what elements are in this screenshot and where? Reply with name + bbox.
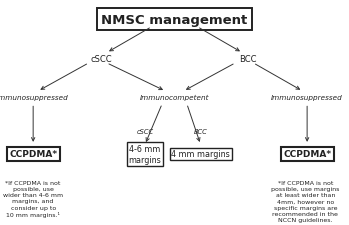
Text: 4 mm margins: 4 mm margins <box>171 150 230 159</box>
Text: 4-6 mm
margins: 4-6 mm margins <box>128 144 161 164</box>
Text: CCPDMA*: CCPDMA* <box>283 150 331 159</box>
Text: cSCC: cSCC <box>136 129 154 135</box>
Text: CCPDMA*: CCPDMA* <box>9 150 57 159</box>
Text: Immunosuppressed: Immunosuppressed <box>0 95 69 101</box>
Text: BCC: BCC <box>239 55 257 64</box>
Text: Immunocompetent: Immunocompetent <box>140 95 209 101</box>
Text: BCC: BCC <box>194 129 208 135</box>
Text: *If CCPDMA is not
possible, use margins
at least wider than
4mm, however no
spec: *If CCPDMA is not possible, use margins … <box>271 180 340 222</box>
Text: *If CCPDMA is not
possible, use
wider than 4-6 mm
margins, and
consider up to
10: *If CCPDMA is not possible, use wider th… <box>3 180 63 217</box>
Text: cSCC: cSCC <box>90 55 112 64</box>
Text: Immunosuppressed: Immunosuppressed <box>271 95 343 101</box>
Text: NMSC management: NMSC management <box>101 14 248 27</box>
